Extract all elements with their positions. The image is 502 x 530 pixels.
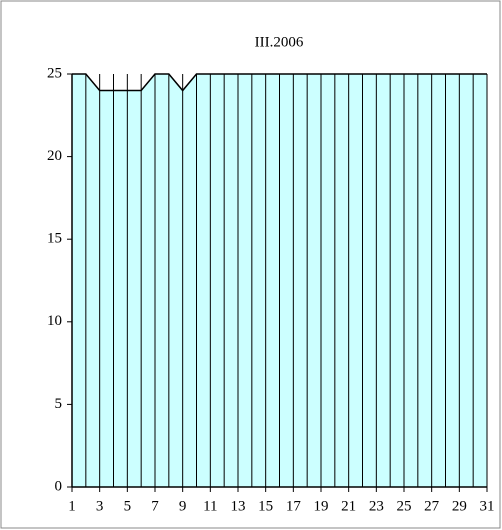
x-tick-label: 29 [452,498,467,514]
x-tick-label: 23 [369,498,384,514]
x-tick-label: 27 [424,498,440,514]
x-tick-label: 15 [258,498,273,514]
x-tick-label: 1 [68,498,76,514]
x-tick-label: 13 [231,498,246,514]
chart-title: III.2006 [255,34,304,50]
y-tick-label: 15 [47,231,62,247]
x-tick-label: 9 [179,498,187,514]
x-tick-label: 11 [203,498,217,514]
x-tick-label: 5 [124,498,132,514]
y-tick-label: 0 [55,478,63,494]
x-tick-label: 21 [341,498,356,514]
x-tick-label: 31 [480,498,495,514]
y-tick-label: 10 [47,313,62,329]
x-tick-label: 25 [397,498,412,514]
y-tick-label: 5 [55,396,63,412]
y-tick-label: 25 [47,65,62,81]
x-tick-label: 7 [151,498,159,514]
x-tick-label: 17 [286,498,302,514]
x-tick-label: 3 [96,498,104,514]
x-tick-label: 19 [314,498,329,514]
area-line [72,73,487,92]
y-tick-label: 20 [47,148,62,164]
